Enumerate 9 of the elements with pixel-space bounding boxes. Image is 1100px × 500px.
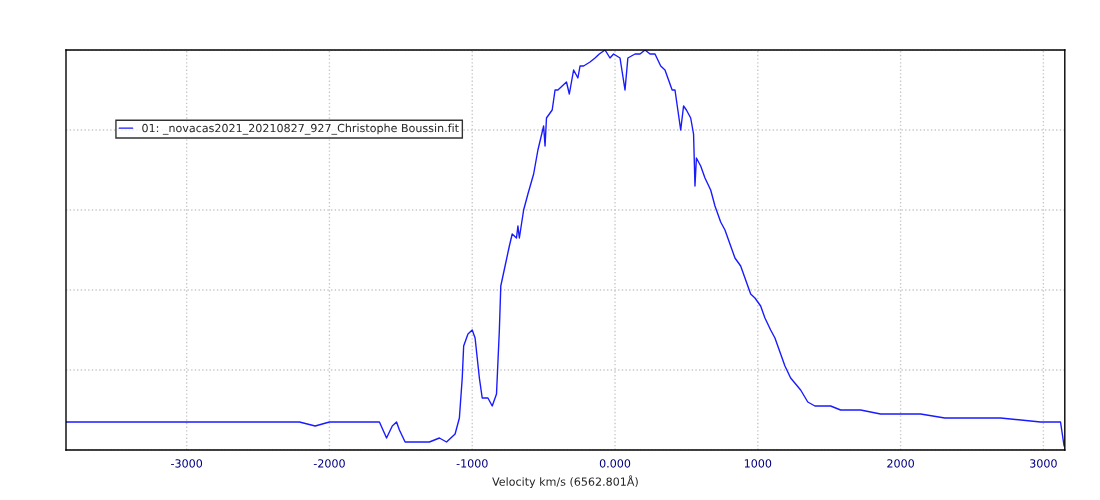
x-tick-label: -2000 xyxy=(313,459,345,468)
x-tick-label: 3000 xyxy=(1030,459,1057,468)
x-tick-label: 2000 xyxy=(887,459,914,468)
legend-label: 01: _novacas2021_20210827_927_Christophe Boussin.fit xyxy=(142,123,459,135)
x-axis-title: Velocity km/s (6562.801Å) xyxy=(492,475,638,488)
x-tick-label: -1000 xyxy=(456,459,488,468)
x-tick-label: 1000 xyxy=(744,459,772,468)
x-tick-label: -3000 xyxy=(171,459,203,468)
x-tick-label: 0.000 xyxy=(599,459,631,468)
